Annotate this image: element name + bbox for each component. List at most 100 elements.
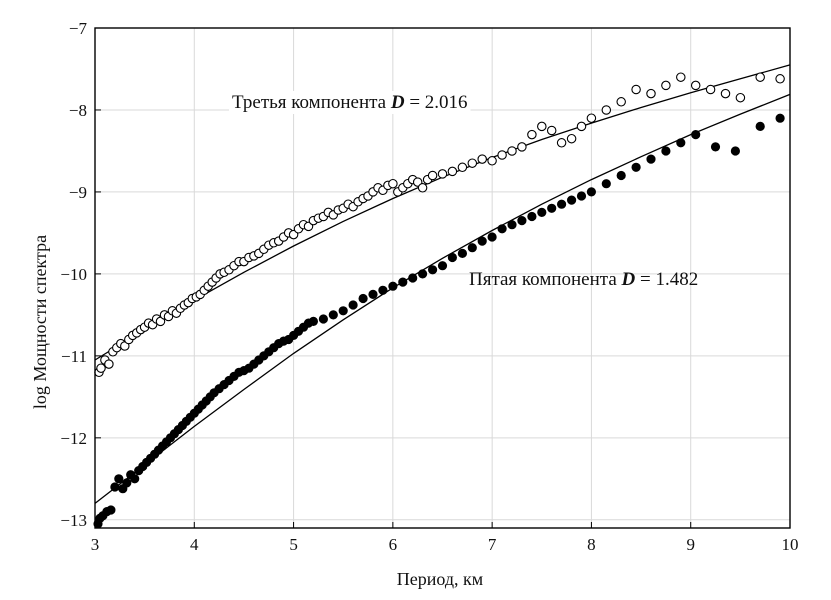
data-point-fifth [601,179,611,189]
data-point-fifth [417,269,428,279]
x-tick-label: 9 [686,535,695,554]
plot-frame [94,27,791,529]
data-point-fifth [537,207,547,217]
data-point-fifth [308,316,318,326]
data-point-third [104,359,114,369]
data-point-fifth [487,232,497,242]
data-point-fifth [427,265,438,275]
data-point-third [517,142,527,152]
data-point-third [735,92,746,103]
data-point-third [631,84,641,95]
data-point-third [566,133,577,144]
data-point-third [586,113,597,123]
data-point-fifth [691,130,701,140]
data-point-fifth [631,162,641,172]
y-axis-label: log Мощности спектра [30,235,50,409]
data-point-third [457,162,468,173]
data-point-third [507,146,517,156]
data-point-fifth [106,505,116,515]
data-point-fifth [114,474,124,484]
data-point-third [487,156,497,166]
x-axis-label: Период, км [397,569,483,589]
data-point-third [427,170,438,181]
y-tick-label: −8 [69,101,87,120]
data-point-third [437,169,448,179]
data-point-fifth [328,310,338,320]
data-point-fifth [646,154,656,164]
data-point-third [467,158,478,168]
y-tick-label: −10 [60,265,87,284]
data-point-third [755,72,765,82]
ticks: 3 4 5 6 7 8 9 10 −13 −12 −11 −10 −9 −8 −7 [60,19,798,554]
data-point-fifth [130,474,140,484]
y-tick-label: −7 [69,19,88,38]
data-point-fifth [338,306,348,316]
annotation-third-component: Третья компонента D = 2.016 [232,92,468,113]
data-point-fifth [388,281,398,291]
data-point-third [690,80,701,91]
data-point-third [556,138,567,148]
data-point-fifth [775,113,785,123]
annotation-third-d-symbol: D [390,92,405,113]
annotation-fifth-d-symbol: D [621,269,636,290]
annotation-third-label: Третья компонента [232,92,387,113]
data-point-third [497,150,507,160]
data-point-fifth [378,285,388,295]
data-point-third [417,183,428,193]
x-tick-label: 10 [782,535,799,554]
annotation-third-background [229,91,471,114]
data-point-fifth [527,211,537,222]
data-point-fifth [122,478,132,488]
x-tick-label: 4 [190,535,199,554]
data-point-fifth [408,273,418,283]
data-point-third [537,121,547,132]
data-point-fifth [467,243,477,253]
data-point-fifth [447,252,457,263]
data-point-third [616,97,626,107]
data-point-fifth [710,142,721,152]
data-point-fifth [497,224,507,234]
data-point-third [96,363,106,373]
data-point-fifth [755,121,765,132]
y-tick-label: −11 [61,347,87,366]
data-point-third [601,105,612,115]
data-point-third [477,154,487,164]
data-point-third [775,74,785,84]
y-tick-label: −9 [69,183,87,202]
fit-line-fifth [94,93,791,504]
annotation-fifth-component: Пятая компонента D = 1.482 [469,269,698,290]
annotation-fifth-label: Пятая компонента [469,269,617,290]
annotation-fifth-d-value: = 1.482 [640,269,698,290]
data-point-third [676,72,686,82]
data-point-fifth [576,191,587,201]
data-point-third [720,88,731,99]
y-tick-label: −13 [60,511,87,530]
data-point-fifth [566,195,577,205]
x-tick-label: 8 [587,535,596,554]
data-point-third [546,125,557,136]
data-point-third [576,121,587,132]
data-point-fifth [437,261,448,271]
data-point-fifth [477,236,487,246]
data-points [93,72,785,529]
data-point-third [705,84,716,95]
data-point-fifth [110,482,120,492]
data-point-fifth [517,216,527,226]
data-point-third [646,88,656,99]
data-point-third [447,166,458,177]
data-point-fifth [368,289,378,299]
data-point-fifth [661,146,671,156]
data-point-fifth [586,187,597,197]
y-tick-label: −12 [60,429,87,448]
x-tick-label: 3 [91,535,100,554]
data-point-third [527,129,537,140]
data-point-fifth [348,300,358,310]
data-point-fifth [556,199,567,209]
data-point-fifth [398,277,408,287]
data-point-fifth [457,248,467,258]
data-point-fifth [616,170,626,181]
data-point-fifth [730,146,741,156]
data-point-fifth [318,314,328,324]
data-point-third [388,178,398,189]
